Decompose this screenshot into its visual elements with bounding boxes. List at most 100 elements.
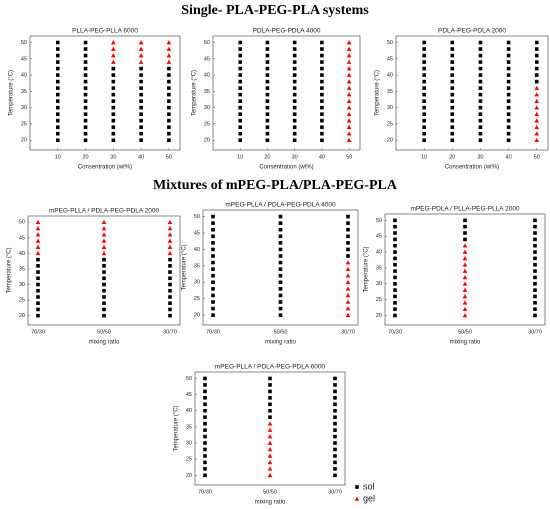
y-axis-label: Temperature (°C) — [375, 70, 381, 116]
data-point — [478, 125, 483, 129]
data-point — [167, 92, 171, 97]
data-point — [278, 313, 283, 317]
y-axis-label: Temperature (°C) — [9, 70, 15, 116]
data-point — [278, 254, 283, 258]
data-point — [478, 99, 483, 103]
data-point — [203, 383, 207, 387]
data-point — [333, 454, 337, 458]
x-tick-label: 50/50 — [458, 329, 472, 335]
data-point — [238, 118, 243, 123]
data-point — [83, 138, 88, 143]
data-point — [35, 250, 41, 256]
data-point — [393, 237, 397, 242]
data-point — [168, 288, 172, 293]
y-tick-label: 50 — [204, 40, 210, 46]
data-point — [111, 125, 116, 129]
data-point — [36, 282, 40, 287]
data-point — [333, 447, 337, 452]
y-tick-label: 45 — [194, 230, 200, 236]
data-point — [506, 66, 511, 71]
data-point — [167, 244, 173, 249]
y-tick-label: 40 — [19, 251, 25, 257]
data-point — [346, 247, 350, 252]
data-point — [292, 40, 297, 45]
x-tick-label: 30/70 — [163, 329, 177, 335]
data-point — [393, 275, 397, 280]
data-point — [422, 86, 426, 90]
data-point — [478, 105, 483, 110]
data-point — [111, 99, 116, 103]
data-point — [345, 286, 351, 291]
data-point — [139, 138, 143, 143]
data-point — [506, 40, 511, 45]
y-tick-label: 20 — [194, 313, 200, 319]
data-point — [83, 92, 88, 97]
data-point — [55, 86, 60, 90]
y-tick-label: 25 — [19, 298, 25, 304]
y-tick-label: 35 — [194, 263, 200, 269]
x-tick-label: 30/70 — [528, 329, 542, 335]
y-tick-label: 20 — [204, 138, 210, 144]
data-point — [533, 294, 537, 299]
data-point — [450, 60, 455, 64]
data-point — [211, 280, 215, 285]
x-tick-label: 50 — [346, 154, 352, 160]
data-point — [211, 273, 215, 278]
data-point — [203, 441, 207, 445]
data-point — [278, 280, 283, 285]
x-tick-label: 20 — [449, 154, 455, 160]
data-point — [345, 293, 351, 298]
data-point — [533, 288, 537, 292]
data-point — [267, 460, 273, 465]
y-tick-label: 25 — [387, 121, 393, 127]
data-point — [506, 73, 511, 77]
data-point — [101, 226, 107, 231]
data-point — [101, 238, 107, 243]
data-point — [478, 53, 483, 58]
data-point — [333, 460, 337, 465]
data-point — [265, 86, 270, 90]
data-point — [35, 219, 41, 225]
data-point — [393, 269, 397, 273]
data-point — [292, 125, 297, 129]
data-point — [101, 219, 107, 225]
data-point — [35, 238, 41, 243]
data-point — [267, 453, 273, 458]
y-tick-label: 25 — [204, 121, 210, 127]
data-point — [292, 118, 297, 123]
data-point — [533, 275, 537, 280]
y-tick-label: 30 — [194, 280, 200, 286]
data-point — [346, 241, 350, 245]
data-point — [462, 275, 468, 280]
data-point — [292, 79, 297, 84]
data-point — [267, 447, 273, 452]
data-point — [345, 260, 351, 265]
data-point — [101, 244, 107, 249]
data-point — [102, 288, 106, 293]
data-point — [36, 257, 40, 262]
data-point — [463, 218, 467, 223]
data-point — [320, 99, 324, 103]
data-point — [168, 301, 172, 305]
data-point — [139, 131, 143, 136]
data-point — [55, 92, 60, 97]
data-point — [422, 73, 426, 77]
data-point — [450, 92, 455, 97]
x-axis-label: mixing ratio — [265, 340, 296, 346]
data-point — [167, 99, 171, 103]
data-point — [292, 86, 297, 90]
data-point — [102, 282, 106, 287]
y-tick-label: 25 — [186, 457, 192, 463]
data-point — [36, 276, 40, 281]
data-point — [211, 214, 215, 219]
data-point — [292, 92, 297, 97]
data-point — [238, 79, 243, 84]
data-point — [268, 415, 272, 419]
data-point — [333, 441, 337, 445]
data-point — [393, 307, 397, 311]
data-point — [83, 99, 88, 103]
section-heading: Mixtures of mPEG-PLA/PLA-PEG-PLA — [153, 178, 398, 193]
data-point — [36, 307, 40, 312]
data-point — [55, 99, 60, 103]
data-point — [267, 466, 273, 471]
